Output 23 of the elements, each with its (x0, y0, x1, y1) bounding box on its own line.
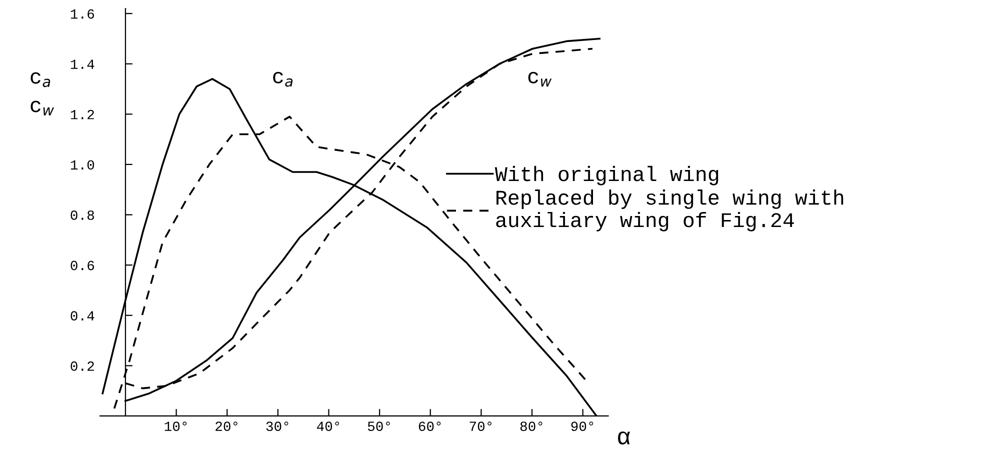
legend-label: Replaced by single wing with auxiliary wing of Fig.24 (496, 190, 844, 232)
y-tick-label: 1.2 (70, 110, 94, 120)
x-tick-label: 30° (266, 422, 288, 432)
y-tick-label: 0.2 (70, 361, 94, 371)
legend-label: With original wing (494, 166, 718, 186)
x-tick-label: 40° (316, 422, 340, 432)
y-tick-label: 1.4 (70, 60, 94, 69)
x-tick-label: 90° (571, 422, 594, 432)
x-tick-label: 10° (164, 422, 187, 432)
annotation: c$_{w}$ (528, 72, 552, 87)
y-tick-label: 1.0 (70, 160, 94, 170)
y-tick-label: 0.6 (70, 260, 94, 270)
y-axis-title: c$_{a}$ c$_{w}$ (30, 72, 54, 116)
y-tick-label: 1.6 (70, 9, 94, 19)
annotation: c$_{a}$ (273, 72, 293, 87)
x-axis-title: α (618, 432, 630, 444)
x-tick-label: 20° (216, 422, 238, 432)
y-tick-label: 0.4 (70, 311, 94, 321)
x-tick-label: 70° (470, 422, 492, 432)
y-tick-label: 0.8 (70, 210, 94, 220)
x-tick-label: 50° (368, 422, 390, 432)
x-tick-label: 60° (418, 422, 441, 432)
x-tick-label: 80° (520, 422, 542, 432)
